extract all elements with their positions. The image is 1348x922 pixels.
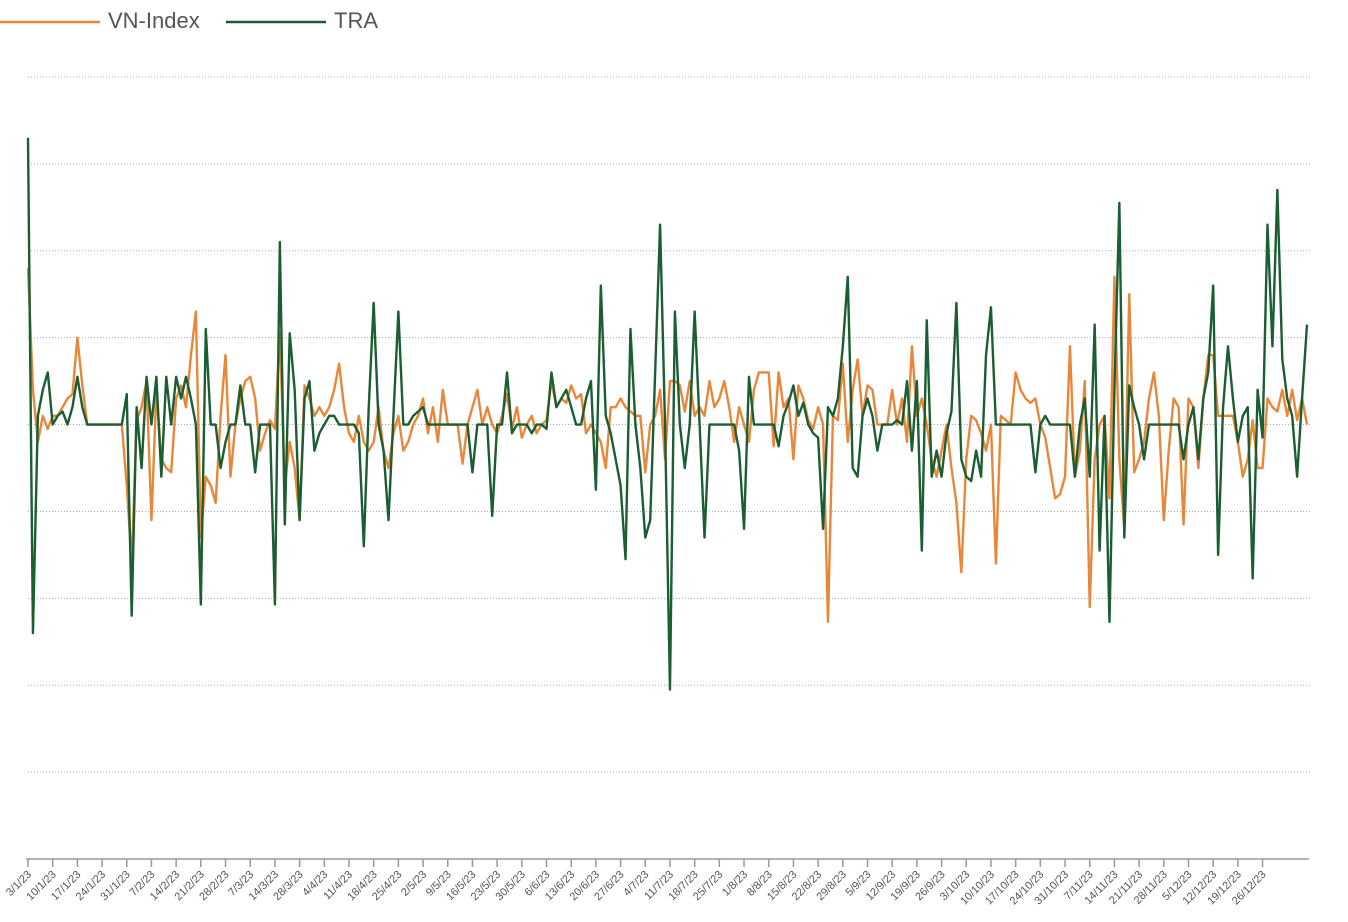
x-tick-label: 1/8/23 xyxy=(720,869,750,899)
legend-label: VN-Index xyxy=(108,8,200,33)
series-line xyxy=(26,137,1309,691)
x-tick-label: 2/5/23 xyxy=(399,869,429,899)
legend-label: TRA xyxy=(334,8,378,33)
